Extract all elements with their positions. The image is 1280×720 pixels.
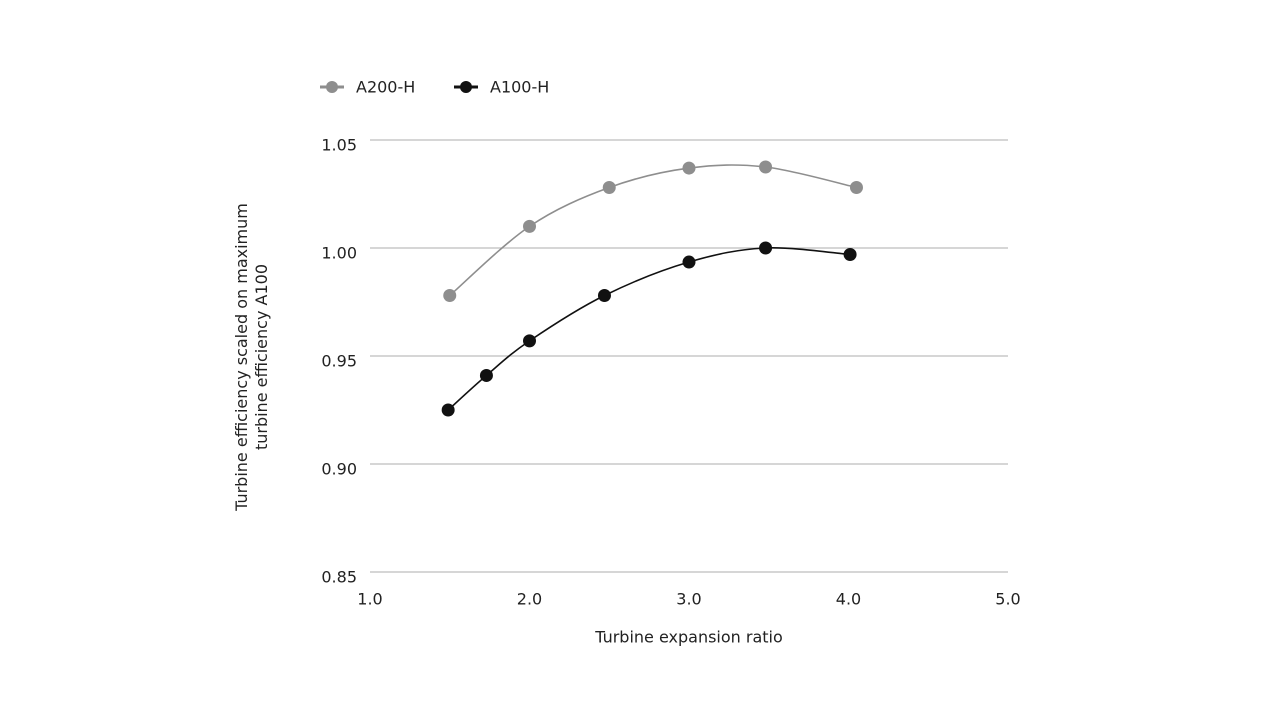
x-tick-label: 3.0 <box>676 590 701 609</box>
legend-marker <box>460 81 472 93</box>
x-tick-label: 4.0 <box>836 590 861 609</box>
legend-marker <box>326 81 338 93</box>
y-tick-label: 1.00 <box>321 244 357 263</box>
point <box>523 334 536 348</box>
point <box>682 161 696 175</box>
y-axis-label: Turbine efficiency scaled on maximum tur… <box>232 203 271 511</box>
x-tick-label: 2.0 <box>517 590 542 609</box>
point <box>479 368 493 382</box>
legend-label: A200-H <box>356 78 415 97</box>
point <box>759 241 773 255</box>
y-tick-label: 0.95 <box>321 352 357 371</box>
point <box>602 181 616 195</box>
x-tick-label: 1.0 <box>357 590 382 609</box>
point <box>849 181 863 195</box>
point <box>682 255 696 269</box>
point <box>843 247 857 261</box>
legend-label: A100-H <box>490 78 549 97</box>
y-tick-label: 0.85 <box>321 568 357 587</box>
point <box>441 403 455 417</box>
series-line <box>449 164 857 297</box>
point <box>597 289 611 303</box>
x-axis-label: Turbine expansion ratio <box>594 628 783 647</box>
x-tick-label: 5.0 <box>995 590 1020 609</box>
y-tick-label: 0.90 <box>321 460 357 479</box>
series-line <box>447 247 851 411</box>
point <box>759 160 773 174</box>
point <box>443 289 457 303</box>
point <box>523 219 536 233</box>
y-tick-label: 1.05 <box>321 136 357 155</box>
